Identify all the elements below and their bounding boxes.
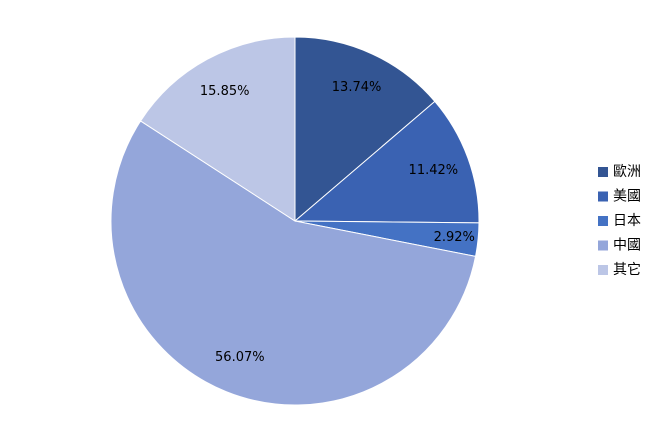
legend-swatch xyxy=(598,191,608,202)
legend-label: 美國 xyxy=(613,189,641,205)
legend-swatch xyxy=(598,240,608,251)
pie-slice xyxy=(294,36,436,223)
data-label: 13.74% xyxy=(332,80,382,95)
legend-label: 其它 xyxy=(613,261,641,278)
pie-slice xyxy=(139,36,296,222)
legend-label: 歐洲 xyxy=(613,164,641,180)
legend-label: 日本 xyxy=(613,213,641,229)
data-label: 15.85% xyxy=(200,84,250,99)
legend-label: 中國 xyxy=(613,238,641,254)
pie-slice xyxy=(293,100,480,224)
legend-swatch xyxy=(598,265,608,275)
pie-slice xyxy=(110,120,477,406)
legend-swatch xyxy=(598,167,608,177)
legend-swatch xyxy=(598,216,608,226)
data-label: 11.42% xyxy=(409,163,459,178)
data-label: 2.92% xyxy=(434,230,475,245)
data-label: 56.07% xyxy=(215,350,265,365)
